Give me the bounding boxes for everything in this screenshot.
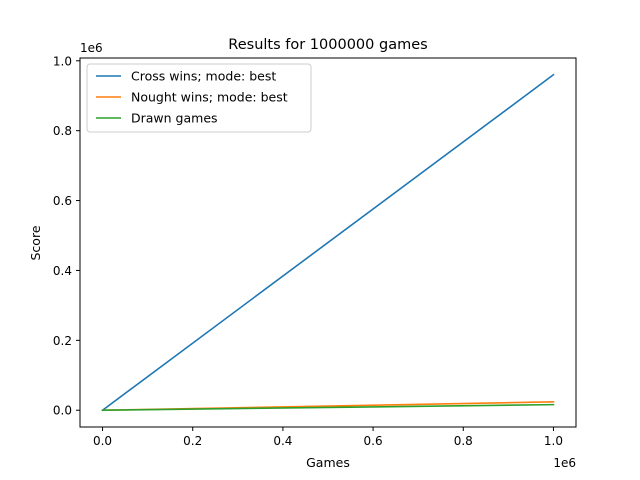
y-tick-label: 0.0 — [53, 404, 72, 418]
legend: Cross wins; mode: best Nought wins; mode… — [86, 63, 312, 133]
x-axis-label: Games — [306, 455, 350, 470]
series-line-drawn — [101, 403, 555, 412]
x-axis-ticks: 0.0 0.2 0.4 0.6 0.8 1.0 — [93, 427, 563, 448]
x-tick-label: 0.6 — [364, 434, 383, 448]
y-tick-label: 0.2 — [53, 334, 72, 348]
legend-label-drawn: Drawn games — [131, 111, 218, 126]
axes-frame — [79, 57, 577, 428]
legend-box — [86, 63, 312, 133]
y-tick-label: 1.0 — [53, 54, 72, 68]
y-axis-label: Score — [28, 225, 43, 260]
x-tick-label: 0.2 — [183, 434, 202, 448]
y-tick-label: 0.8 — [53, 124, 72, 138]
chart-title: Results for 1000000 games — [228, 37, 427, 53]
x-tick-label: 1.0 — [544, 434, 563, 448]
x-tick-label: 0.4 — [273, 434, 292, 448]
y-offset-label: 1e6 — [80, 41, 103, 55]
series-line-cross — [101, 73, 555, 412]
y-tick-label: 0.6 — [53, 194, 72, 208]
y-axis-ticks: 0.0 0.2 0.4 0.6 0.8 1.0 — [53, 54, 80, 418]
legend-label-nought: Nought wins; mode: best — [131, 90, 288, 105]
y-tick-label: 0.4 — [53, 264, 72, 278]
x-offset-label: 1e6 — [553, 456, 576, 470]
x-tick-label: 0.0 — [93, 434, 112, 448]
plot-area — [101, 73, 555, 412]
x-tick-label: 0.8 — [454, 434, 473, 448]
legend-label-cross: Cross wins; mode: best — [131, 69, 276, 84]
